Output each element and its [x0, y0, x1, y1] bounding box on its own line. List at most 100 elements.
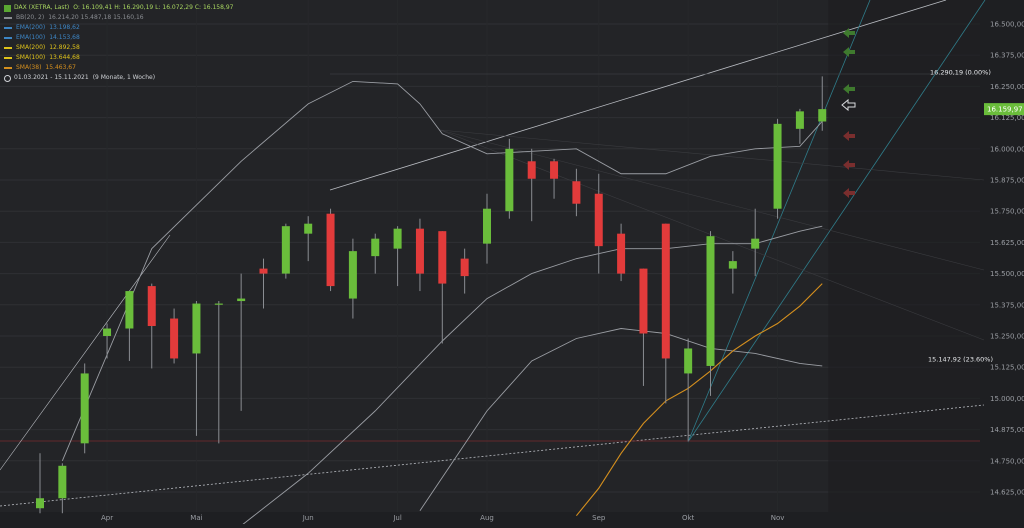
candle-up — [192, 303, 201, 354]
legend-indicator-row: EMA(100) 14.153,68 — [4, 33, 233, 43]
y-tick-label: 15.250,00 — [990, 333, 1024, 341]
candle-down — [147, 286, 156, 327]
y-tick-label: 15.875,00 — [990, 177, 1024, 185]
sma38-line — [575, 283, 823, 517]
candle-down — [550, 161, 559, 179]
candle-down — [572, 181, 581, 204]
legend-ohlc: O: 16.109,41 H: 16.290,19 L: 16.072,29 C… — [73, 4, 234, 11]
candle-up — [505, 148, 514, 212]
y-tick-label: 16.125,00 — [990, 114, 1024, 122]
signal-arrow-icon — [843, 131, 855, 141]
clock-icon — [4, 74, 11, 82]
legend-indicator-value: 13.198,62 — [49, 24, 80, 31]
signal-arrow-icon — [843, 84, 855, 94]
candle-up — [728, 261, 737, 269]
y-axis: 14.625,00 14.750,00 14.875,00 15.000,00 15.1… — [990, 21, 1024, 497]
y-tick-label: 16.500,00 — [990, 21, 1024, 29]
signal-arrow-icon — [843, 47, 855, 57]
candle-up — [773, 123, 782, 209]
legend-range-row: 01.03.2021 - 15.11.2021 (9 Monate, 1 Woc… — [4, 73, 233, 83]
candle-down — [661, 223, 670, 359]
candle-up — [706, 236, 715, 366]
legend-swatch — [4, 67, 12, 69]
current-price-arrow-icon — [841, 98, 856, 112]
fib-236-label: 15.147,92 (23.60%) — [928, 355, 993, 363]
legend-indicator-label: EMA(200) — [16, 24, 46, 31]
y-tick-label: 14.750,00 — [990, 457, 1024, 465]
legend-indicator-label: SMA(38) — [16, 64, 42, 71]
candle-up — [214, 303, 223, 305]
legend-indicator-label: BB(20, 2) — [16, 14, 45, 21]
x-tick-label: Jun — [302, 514, 314, 522]
candle-up — [125, 291, 134, 329]
y-tick-label: 14.875,00 — [990, 426, 1024, 434]
candle-up — [237, 298, 246, 302]
legend-indicator-row: SMA(100) 13.644,68 — [4, 53, 233, 63]
candle-down — [438, 231, 447, 284]
x-tick-label: Mai — [190, 514, 202, 522]
candle-down — [617, 233, 626, 274]
candle-down — [527, 161, 536, 179]
candle-up — [103, 328, 112, 336]
legend-indicator-row: BB(20, 2) 16.214,20 15.487,18 15.160,16 — [4, 13, 233, 23]
legend-range: 01.03.2021 - 15.11.2021 — [14, 74, 89, 81]
price-tag — [984, 103, 1024, 116]
candle-up — [348, 251, 357, 299]
x-tick-label: Aug — [480, 514, 494, 522]
candle-up — [483, 208, 491, 244]
lower-trendline — [0, 404, 985, 507]
legend-indicator-value: 14.153,68 — [49, 34, 80, 41]
bollinger-upper — [61, 80, 823, 461]
signal-arrows — [841, 28, 856, 198]
y-tick-label: 15.750,00 — [990, 208, 1024, 216]
candle-up — [751, 238, 760, 249]
legend-swatch — [4, 37, 12, 39]
candle-up — [684, 348, 693, 374]
candle-up — [393, 228, 402, 249]
x-tick-label: Apr — [101, 514, 113, 522]
signal-arrow-icon — [843, 28, 855, 38]
candle-down — [170, 318, 179, 359]
candle-up — [795, 111, 804, 129]
legend-indicator-label: SMA(200) — [16, 44, 46, 51]
candle-down — [326, 213, 335, 287]
y-tick-label: 15.500,00 — [990, 270, 1024, 278]
y-tick-label: 15.375,00 — [990, 301, 1024, 309]
candle-up — [304, 223, 313, 234]
future-area — [828, 0, 980, 512]
candle-down — [460, 258, 469, 277]
legend-swatch — [4, 57, 12, 59]
candle-down — [259, 268, 268, 274]
legend-swatch — [4, 47, 12, 49]
price-tag-label: 16.159,97 — [987, 106, 1023, 114]
signal-arrow-icon — [843, 188, 855, 198]
y-tick-label: 15.000,00 — [990, 395, 1024, 403]
legend-indicator-value: 12.892,58 — [49, 44, 80, 51]
legend-title: DAX (XETRA, Last) — [14, 4, 70, 11]
y-tick-label: 16.000,00 — [990, 145, 1024, 153]
x-tick-label: Okt — [682, 514, 695, 522]
candle-up — [58, 465, 67, 499]
candle-down — [594, 193, 603, 247]
grid-lines — [0, 0, 980, 512]
legend-indicator-label: EMA(100) — [16, 34, 46, 41]
instrument-icon — [4, 4, 11, 12]
y-tick-label: 14.625,00 — [990, 489, 1024, 497]
legend-indicator-row: EMA(200) 13.198,62 — [4, 23, 233, 33]
fan-line-2 — [439, 129, 985, 181]
fib-high-label: 16.290,19 (0.00%) — [930, 68, 991, 76]
legend-indicators: BB(20, 2) 16.214,20 15.487,18 15.160,16 EM… — [4, 13, 233, 73]
fan-line-3 — [439, 129, 985, 271]
upper-trendline — [329, 0, 947, 191]
legend-indicator-value: 16.214,20 15.487,18 15.160,16 — [48, 14, 144, 21]
legend-indicator-label: SMA(100) — [16, 54, 46, 61]
early-zigzag — [0, 234, 171, 471]
candle-up — [80, 373, 89, 444]
y-tick-label: 16.250,00 — [990, 83, 1024, 91]
chart-legend: DAX (XETRA, Last) O: 16.109,41 H: 16.290… — [4, 3, 233, 83]
x-tick-label: Jul — [392, 514, 402, 522]
y-tick-label: 16.375,00 — [990, 52, 1024, 60]
candles — [36, 76, 827, 514]
